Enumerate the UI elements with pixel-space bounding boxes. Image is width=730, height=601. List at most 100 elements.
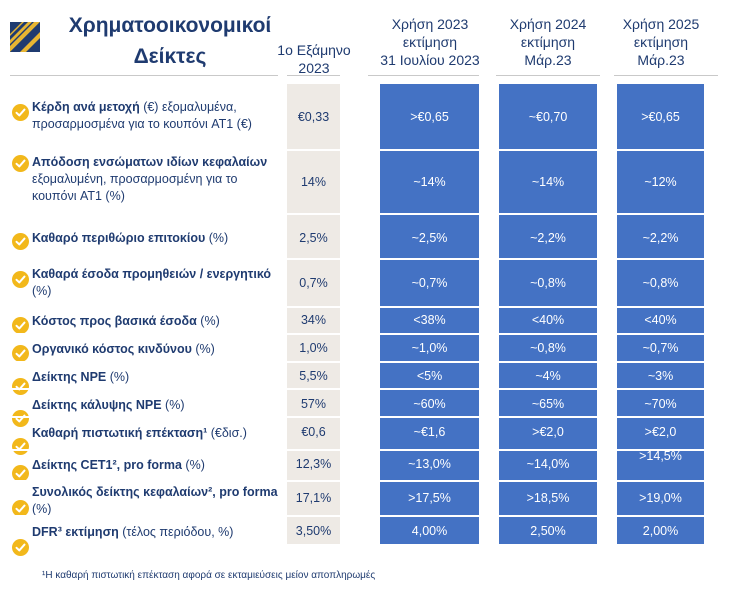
indicator-value: >19,0% (639, 491, 682, 505)
bank-logo-icon (10, 22, 40, 52)
column-header-line: 31 Ιουλίου 2023 (380, 52, 480, 68)
indicator-label-unit: (%) (191, 342, 215, 356)
indicator-label: Απόδοση ενσώματων ιδίων κεφαλαίων εξομαλ… (32, 154, 284, 205)
indicator-value: <5% (416, 369, 443, 383)
column-header-line: Χρήση 2023 (391, 16, 469, 32)
indicator-value: >14,5% (639, 449, 682, 463)
indicator-value: 57% (300, 397, 327, 411)
indicator-label-bold: Απόδοση ενσώματων ιδίων κεφαλαίων (32, 155, 268, 169)
checkmark-icon (12, 233, 29, 250)
indicator-label-unit: (%) (32, 284, 52, 298)
page-title-line2: Δείκτες (133, 45, 207, 68)
indicator-label: DFR³ εκτίμηση (τέλος περιόδου, %) (32, 524, 284, 541)
column-header-2024: Χρήση 2024 εκτίμηση Μάρ.23 (494, 15, 602, 69)
indicator-value: €0,6 (301, 425, 326, 439)
indicator-value: ~70% (644, 397, 677, 411)
page-title-line1: Χρηματοοικονομικοί (68, 14, 272, 37)
row-separator (0, 306, 730, 308)
column-header-line: εκτίμηση (402, 34, 458, 50)
indicator-value: ~0,7% (642, 341, 679, 355)
indicator-value: 0,7% (299, 276, 328, 290)
indicator-value: 4,00% (411, 524, 448, 538)
header-divider (10, 75, 278, 76)
indicator-value: 2,00% (642, 524, 679, 538)
row-separator (0, 416, 730, 418)
indicator-label: Συνολικός δείκτης κεφαλαίων², pro forma … (32, 484, 284, 518)
indicator-value: 1,0% (299, 341, 328, 355)
indicator-value: ~0,8% (530, 341, 566, 355)
indicator-value: <38% (413, 313, 446, 327)
column-header-line: Μάρ.23 (524, 52, 572, 68)
indicator-label: Δείκτης κάλυψης NPE (%) (32, 397, 284, 414)
row-separator (0, 361, 730, 363)
indicator-label-bold: Καθαρά έσοδα προμηθειών / ενεργητικό (32, 267, 272, 281)
indicator-label-bold: Δείκτης NPE (32, 370, 107, 384)
indicator-label: Δείκτης CET1², pro forma (%) (32, 457, 284, 474)
column-header-h1-2023: 1ο Εξάμηνο 2023 (272, 41, 356, 77)
checkmark-icon (12, 271, 29, 288)
indicator-label-bold: Συνολικός δείκτης κεφαλαίων², pro forma (32, 485, 278, 499)
column-header-line: εκτίμηση (633, 34, 689, 50)
column-header-line: Χρήση 2025 (622, 16, 700, 32)
indicator-label-unit: (%) (106, 370, 130, 384)
indicator-value: €0,33 (297, 110, 330, 124)
indicator-value: ~1,0% (411, 341, 448, 355)
checkmark-icon (12, 378, 29, 395)
checkmark-icon (12, 465, 29, 482)
column-header-line: 1ο Εξάμηνο (277, 42, 351, 58)
indicator-value: 2,50% (530, 524, 566, 538)
indicator-label-unit: (€δισ.) (207, 426, 247, 440)
indicator-label-bold: Δείκτης CET1², pro forma (32, 458, 182, 472)
header-divider (496, 75, 600, 76)
indicator-value: <40% (531, 313, 565, 327)
row-separator (0, 449, 730, 451)
indicator-value: >€2,0 (644, 425, 677, 439)
column-background-2024 (499, 84, 597, 544)
column-header-line: Μάρ.23 (637, 52, 685, 68)
checkmark-icon (12, 155, 29, 172)
indicator-value: ~14,0% (526, 457, 570, 471)
header-divider (614, 75, 718, 76)
column-header-2023: Χρήση 2023 εκτίμηση 31 Ιουλίου 2023 (360, 15, 500, 69)
header-divider (368, 75, 479, 76)
checkmark-icon (12, 438, 29, 455)
indicator-label: Καθαρά έσοδα προμηθειών / ενεργητικό (%) (32, 266, 284, 300)
indicator-label-bold: Καθαρό περιθώριο επιτοκίου (32, 231, 206, 245)
row-separator (0, 149, 730, 151)
checkmark-icon (12, 500, 29, 517)
indicator-label: Κέρδη ανά μετοχή (€) εξομαλυμένα, προσαρ… (32, 99, 284, 133)
indicator-label: Καθαρή πιστωτική επέκταση¹ (€δισ.) (32, 425, 284, 442)
indicator-value: ~0,7% (411, 276, 448, 290)
indicator-value: ~14% (413, 175, 446, 189)
indicator-value: ~3% (647, 369, 674, 383)
column-header-line: 2023 (298, 60, 330, 76)
checkmark-icon (12, 410, 29, 427)
indicator-value: ~2,2% (530, 231, 566, 245)
checkmark-icon (12, 345, 29, 362)
indicator-label-unit: (%) (181, 458, 205, 472)
column-header-line: εκτίμηση (520, 34, 576, 50)
indicator-label: Καθαρό περιθώριο επιτοκίου (%) (32, 230, 284, 247)
column-header-line: Χρήση 2024 (509, 16, 587, 32)
column-background-h1 (287, 84, 340, 544)
footnote: ¹Η καθαρή πιστωτική επέκταση αφορά σε εκ… (42, 570, 376, 581)
indicator-label-unit: (τέλος περιόδου, %) (118, 525, 234, 539)
row-separator (0, 213, 730, 215)
indicator-value: 34% (300, 313, 327, 327)
indicator-value: ~12% (644, 175, 677, 189)
row-separator (0, 388, 730, 390)
checkmark-icon (12, 104, 29, 121)
indicator-label-unit: (%) (205, 231, 229, 245)
row-separator (0, 515, 730, 517)
indicator-value: 17,1% (295, 491, 332, 505)
indicator-value: >€2,0 (532, 425, 564, 439)
indicator-label-unit: (%) (32, 502, 52, 516)
column-background-2025 (617, 84, 704, 544)
indicator-value: >17,5% (408, 491, 451, 505)
indicator-value: 2,5% (299, 231, 328, 245)
indicator-value: 12,3% (295, 457, 332, 471)
indicator-value: >€0,65 (410, 110, 449, 124)
page-title: Χρηματοοικονομικοί Δείκτες (55, 10, 285, 72)
indicator-value: ~13,0% (408, 457, 451, 471)
column-background-2023 (380, 84, 479, 544)
